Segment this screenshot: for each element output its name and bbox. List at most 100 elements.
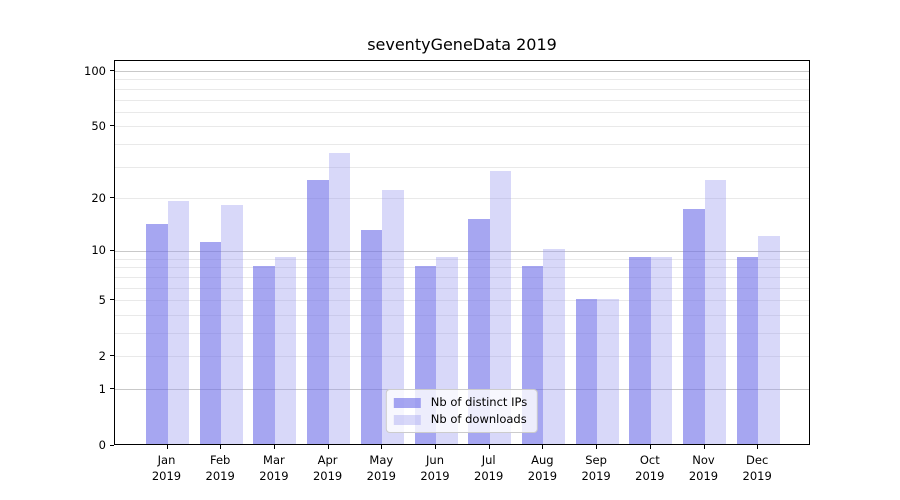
x-tick-mark xyxy=(381,445,383,449)
legend-swatch-icon xyxy=(393,397,421,408)
y-tick-mark xyxy=(110,388,114,390)
x-tick-month: Nov xyxy=(692,453,715,467)
y-tick-mark xyxy=(110,355,114,357)
x-tick-mark xyxy=(649,445,651,449)
x-tick-month: Feb xyxy=(210,453,231,467)
minor-gridline xyxy=(115,166,809,168)
legend-label: Nb of distinct IPs xyxy=(430,395,528,409)
x-tick-mark xyxy=(703,445,705,449)
minor-gridline xyxy=(115,314,809,316)
minor-gridline xyxy=(115,267,809,269)
y-tick-mark xyxy=(110,125,114,127)
minor-gridline xyxy=(115,258,809,260)
major-gridline xyxy=(115,250,809,252)
x-tick-mark xyxy=(166,445,168,449)
x-tick-mark xyxy=(327,445,329,449)
bar xyxy=(543,249,565,444)
bar xyxy=(274,257,297,444)
x-tick-year: 2019 xyxy=(742,468,772,483)
bar xyxy=(489,170,512,444)
x-tick-month: Mar xyxy=(263,453,285,467)
x-tick-year: 2019 xyxy=(474,468,504,483)
minor-gridline xyxy=(115,111,809,113)
minor-gridline xyxy=(115,287,809,289)
bar xyxy=(629,257,651,444)
x-tick-month: Oct xyxy=(639,453,660,467)
bar xyxy=(199,242,222,444)
legend-swatch-icon xyxy=(393,414,421,425)
x-tick-year: 2019 xyxy=(312,468,343,483)
x-tick-mark xyxy=(435,445,436,449)
bar xyxy=(328,153,351,444)
x-tick-month: Sep xyxy=(585,453,607,467)
x-tick-mark xyxy=(273,445,275,449)
bar xyxy=(221,205,243,444)
y-tick-mark xyxy=(110,70,114,72)
minor-gridline xyxy=(115,198,809,200)
x-tick-year: 2019 xyxy=(205,468,235,483)
y-axis-tick-label: 1 xyxy=(98,381,106,396)
x-tick-year: 2019 xyxy=(688,468,719,483)
x-tick-year: 2019 xyxy=(420,468,450,483)
x-tick-year: 2019 xyxy=(366,468,396,483)
x-axis-tick-label: Apr 2019 xyxy=(298,453,358,484)
minor-gridline xyxy=(115,144,809,146)
bar xyxy=(597,298,619,444)
x-tick-mark xyxy=(542,445,544,449)
x-axis-tick-label: Dec 2019 xyxy=(727,453,787,484)
bar xyxy=(704,179,726,444)
bar xyxy=(575,298,598,444)
x-tick-year: 2019 xyxy=(581,468,611,483)
x-axis-tick-label: Jun 2019 xyxy=(405,453,465,484)
minor-gridline xyxy=(115,333,809,335)
bar xyxy=(167,200,189,444)
x-tick-month: May xyxy=(369,453,394,467)
y-axis-tick-label: 50 xyxy=(91,118,106,133)
x-tick-year: 2019 xyxy=(259,468,289,483)
x-tick-month: Dec xyxy=(746,453,769,467)
x-axis-tick-label: Mar 2019 xyxy=(244,453,304,484)
x-tick-month: Jun xyxy=(426,453,444,467)
x-axis-tick-label: Feb 2019 xyxy=(190,453,250,484)
bar xyxy=(382,189,404,444)
bar xyxy=(758,235,780,444)
y-tick-mark xyxy=(110,197,114,199)
chart-title: seventyGeneData 2019 xyxy=(367,35,557,54)
x-tick-year: 2019 xyxy=(527,468,558,483)
x-tick-mark xyxy=(220,445,222,449)
x-tick-month: Jan xyxy=(157,453,176,467)
bar xyxy=(360,229,383,444)
x-axis-tick-label: Aug 2019 xyxy=(512,453,572,484)
minor-gridline xyxy=(115,99,809,101)
y-axis-tick-label: 5 xyxy=(98,292,106,307)
x-tick-year: 2019 xyxy=(151,468,182,483)
x-tick-month: Aug xyxy=(531,453,554,467)
major-gridline xyxy=(115,71,809,73)
x-axis-tick-label: Oct 2019 xyxy=(620,453,680,484)
minor-gridline xyxy=(115,356,809,358)
y-tick-mark xyxy=(110,299,114,301)
legend-item: Nb of distinct IPs xyxy=(393,395,528,409)
x-axis-tick-label: May 2019 xyxy=(351,453,411,484)
y-axis-tick-label: 2 xyxy=(98,348,106,363)
y-axis-tick-label: 0 xyxy=(98,438,106,452)
y-axis-tick-label: 10 xyxy=(91,243,106,258)
legend: Nb of distinct IPs Nb of downloads xyxy=(385,389,539,433)
x-tick-month: Apr xyxy=(317,453,338,467)
x-tick-mark xyxy=(596,445,598,449)
minor-gridline xyxy=(115,126,809,128)
legend-item: Nb of downloads xyxy=(393,413,527,426)
bar xyxy=(146,224,168,444)
minor-gridline xyxy=(115,300,809,302)
y-axis-tick-label: 20 xyxy=(91,190,106,205)
x-tick-month: Jul xyxy=(481,453,496,467)
bar xyxy=(307,179,329,444)
x-axis-tick-label: Jul 2019 xyxy=(459,453,519,484)
bar xyxy=(468,219,490,444)
y-tick-mark xyxy=(110,444,114,446)
minor-gridline xyxy=(115,79,809,81)
bar xyxy=(253,265,275,444)
bar xyxy=(736,257,759,444)
bar xyxy=(650,257,673,444)
